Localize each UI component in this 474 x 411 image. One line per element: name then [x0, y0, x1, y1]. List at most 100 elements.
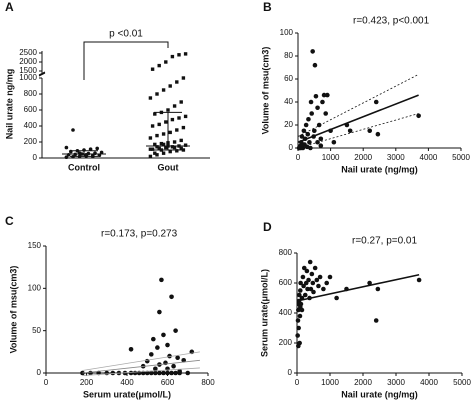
- point: [295, 318, 301, 323]
- point: [310, 280, 316, 286]
- point: [321, 92, 327, 98]
- point: [88, 147, 93, 151]
- point: [175, 128, 179, 132]
- point: [416, 277, 422, 283]
- point: [367, 128, 373, 134]
- point: [318, 136, 324, 142]
- x-tick-label: 4000: [420, 378, 438, 387]
- annotation: p <0.01: [109, 29, 143, 40]
- point: [177, 53, 181, 57]
- point: [161, 332, 166, 338]
- point: [311, 289, 316, 295]
- point: [181, 125, 186, 130]
- point: [375, 286, 381, 292]
- point: [173, 370, 178, 376]
- x-tick-label: 4000: [420, 153, 438, 162]
- point: [298, 288, 303, 293]
- y-tick-label: 400: [279, 308, 293, 317]
- point: [318, 143, 324, 148]
- point: [157, 122, 161, 127]
- y-tick-label: 0: [288, 368, 293, 377]
- point: [170, 117, 175, 122]
- point: [179, 100, 183, 104]
- point: [164, 120, 168, 124]
- y-axis-label: Serum urate(μmol/L): [259, 269, 269, 357]
- x-tick-label: Control: [68, 162, 100, 172]
- point: [297, 292, 302, 298]
- point: [157, 146, 161, 151]
- point: [416, 113, 421, 119]
- point: [99, 150, 104, 155]
- point: [150, 147, 155, 151]
- y-tick-label: 0: [33, 153, 38, 162]
- point: [307, 259, 313, 265]
- x-tick-label: 200: [80, 378, 94, 387]
- x-tick-label: 0: [295, 378, 300, 387]
- y-tick-label: 60: [284, 74, 293, 83]
- point: [367, 280, 372, 286]
- point: [170, 54, 175, 59]
- point: [308, 145, 313, 151]
- point: [161, 370, 166, 376]
- point: [309, 271, 315, 277]
- point: [159, 141, 164, 146]
- point: [149, 370, 154, 376]
- point: [149, 352, 154, 357]
- ci-line: [82, 351, 200, 371]
- point: [181, 148, 186, 152]
- point: [331, 139, 337, 145]
- point: [157, 370, 162, 376]
- point: [175, 149, 179, 153]
- point: [306, 277, 311, 283]
- point: [179, 138, 183, 143]
- point: [150, 124, 155, 128]
- point: [300, 274, 306, 280]
- point: [173, 328, 178, 333]
- y-tick-label: 800: [279, 248, 293, 257]
- point: [175, 355, 180, 361]
- point: [327, 274, 333, 280]
- point: [153, 151, 157, 155]
- x-tick-label: 3000: [387, 153, 405, 162]
- y-tick-label: 1000: [19, 73, 37, 82]
- point: [334, 295, 339, 301]
- point: [316, 122, 322, 128]
- point: [165, 342, 170, 348]
- point: [321, 286, 326, 292]
- x-axis-label: Nail urate (ng/mg): [341, 389, 418, 399]
- x-tick-label: 2000: [354, 153, 372, 162]
- y-tick-label: 800: [24, 89, 38, 98]
- point: [148, 147, 153, 151]
- point: [128, 346, 134, 352]
- y-tick-label: 1500: [19, 66, 37, 75]
- axes: [297, 33, 461, 149]
- point: [305, 131, 311, 137]
- point: [181, 76, 186, 80]
- point: [128, 370, 134, 376]
- point: [153, 370, 158, 376]
- point: [312, 62, 318, 68]
- ci-line: [297, 74, 419, 137]
- point: [159, 277, 164, 283]
- point: [172, 140, 177, 144]
- ci-line: [297, 113, 419, 149]
- point: [177, 369, 182, 374]
- point: [175, 80, 179, 84]
- x-tick-label: 1000: [321, 378, 339, 387]
- point: [312, 128, 317, 134]
- point: [169, 294, 174, 300]
- x-tick-label: 0: [296, 153, 301, 162]
- point: [314, 277, 320, 283]
- y-axis-label: Volume of msu(cm3): [260, 47, 270, 135]
- fit-line: [297, 94, 419, 143]
- point: [166, 108, 170, 112]
- point: [177, 116, 181, 120]
- axes: [296, 253, 462, 374]
- point: [181, 358, 186, 363]
- point: [64, 155, 69, 159]
- point: [148, 154, 153, 159]
- point: [317, 274, 323, 280]
- y-tick-label: 50: [32, 326, 41, 335]
- y-tick-label: 600: [279, 278, 293, 287]
